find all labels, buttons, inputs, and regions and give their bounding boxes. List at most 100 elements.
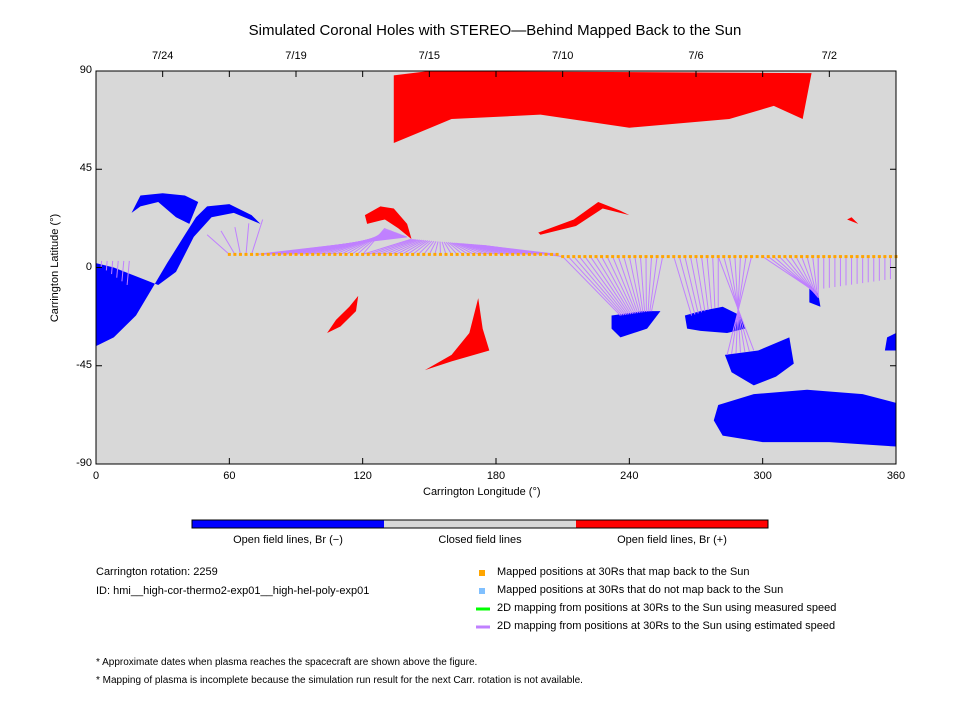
mapped-point (300, 252, 304, 256)
legend-label: Mapped positions at 30Rs that map back t… (497, 566, 750, 578)
mapped-point (288, 252, 292, 256)
y-tick-label: -90 (76, 457, 92, 469)
mapping-line-estimated (443, 241, 452, 255)
coronal-hole-positive (847, 217, 859, 224)
mapped-point (561, 255, 565, 259)
y-tick-label: 90 (79, 64, 92, 76)
mapping-line-estimated (245, 223, 250, 255)
mapped-point (388, 252, 392, 256)
mapping-line-estimated (384, 239, 420, 255)
mapping-line-estimated (449, 242, 469, 255)
top-date-label: 7/24 (151, 50, 174, 62)
mapped-point (694, 255, 698, 259)
mapped-point (400, 252, 404, 256)
mapping-line-estimated (116, 260, 119, 278)
colorbar-label: Closed field lines (438, 534, 522, 546)
mapped-point (283, 252, 287, 256)
mapped-point (855, 255, 859, 259)
mapped-point (633, 255, 637, 259)
mapped-point (744, 255, 748, 259)
mapped-point (350, 252, 354, 256)
mapped-point (422, 252, 426, 256)
mapped-point (666, 255, 670, 259)
coronal-hole-negative (724, 337, 794, 386)
colorbar-segment (576, 520, 768, 528)
mapping-line-estimated (406, 240, 429, 255)
mapped-point (833, 255, 837, 259)
colorbar-segment (192, 520, 384, 528)
mapping-line-estimated (773, 256, 814, 292)
mapped-point (850, 255, 854, 259)
mapped-point (661, 255, 665, 259)
mapped-point (261, 252, 265, 256)
x-tick-label: 240 (620, 470, 639, 482)
mapped-point (444, 252, 448, 256)
mapped-point (238, 252, 242, 256)
mapping-line-estimated (639, 256, 646, 313)
mapping-line-estimated (595, 256, 632, 315)
mapped-point (450, 252, 454, 256)
mapping-line-estimated (578, 256, 627, 316)
mapped-point (538, 252, 542, 256)
mapped-point (827, 255, 831, 259)
mapped-point (588, 255, 592, 259)
mapping-line-estimated (795, 256, 817, 295)
mapped-point (872, 255, 876, 259)
top-date-label: 7/6 (688, 50, 704, 62)
mapped-point (677, 255, 681, 259)
mapped-point (505, 252, 509, 256)
mapped-point (272, 252, 276, 256)
mapped-point (638, 255, 642, 259)
mapping-line-estimated (452, 242, 475, 255)
mapped-point (688, 255, 692, 259)
mapped-point (605, 255, 609, 259)
mapping-line-estimated (111, 260, 114, 275)
mapping-line-estimated (651, 256, 664, 312)
mapping-line-estimated (417, 240, 433, 255)
mapped-point (477, 252, 481, 256)
mapping-line-estimated (590, 256, 630, 315)
colorbar-label: Open field lines, Br (−) (233, 534, 343, 546)
mapped-point (750, 255, 754, 259)
mapped-point (711, 255, 715, 259)
mapped-point (650, 255, 654, 259)
mapped-point (500, 252, 504, 256)
mapped-point (305, 252, 309, 256)
mapping-line-estimated (728, 256, 746, 353)
mapping-line-estimated (735, 256, 741, 354)
coronal-hole-positive (538, 202, 630, 235)
mapped-point (788, 255, 792, 259)
mapping-line-estimated (220, 230, 236, 255)
mapping-line-estimated (458, 242, 491, 255)
mapping-line-estimated (373, 239, 416, 255)
mapped-point (866, 255, 870, 259)
mapped-point (761, 255, 765, 259)
mapping-line-estimated (454, 242, 480, 255)
top-date-label: 7/10 (551, 50, 574, 62)
mapped-point (622, 255, 626, 259)
mapping-line-estimated (456, 242, 486, 255)
mapped-point (822, 255, 826, 259)
mapped-point (522, 252, 526, 256)
mapping-line-estimated (628, 256, 642, 313)
mapped-point (472, 252, 476, 256)
mapping-line-estimated (362, 238, 412, 255)
mapping-line-estimated (234, 227, 241, 255)
mapped-point (572, 255, 576, 259)
legend-label: 2D mapping from positions at 30Rs to the… (497, 602, 837, 614)
mapped-point (344, 252, 348, 256)
mapped-point (805, 255, 809, 259)
note-incomplete: * Mapping of plasma is incomplete becaus… (96, 675, 583, 686)
mapping-line-estimated (573, 256, 625, 316)
mapping-line-estimated (812, 256, 819, 298)
mapped-point (533, 252, 537, 256)
coronal-hole-negative (684, 306, 745, 333)
chart-title: Simulated Coronal Holes with STEREO—Behi… (248, 22, 742, 39)
mapped-point (777, 255, 781, 259)
x-tick-label: 360 (886, 470, 906, 482)
y-tick-label: -45 (76, 358, 92, 371)
coronal-hole-positive (424, 298, 490, 371)
mapped-point (455, 252, 459, 256)
run-id: ID: hmi__high-cor-thermo2-exp01__high-he… (96, 585, 370, 597)
mapped-point (550, 252, 554, 256)
